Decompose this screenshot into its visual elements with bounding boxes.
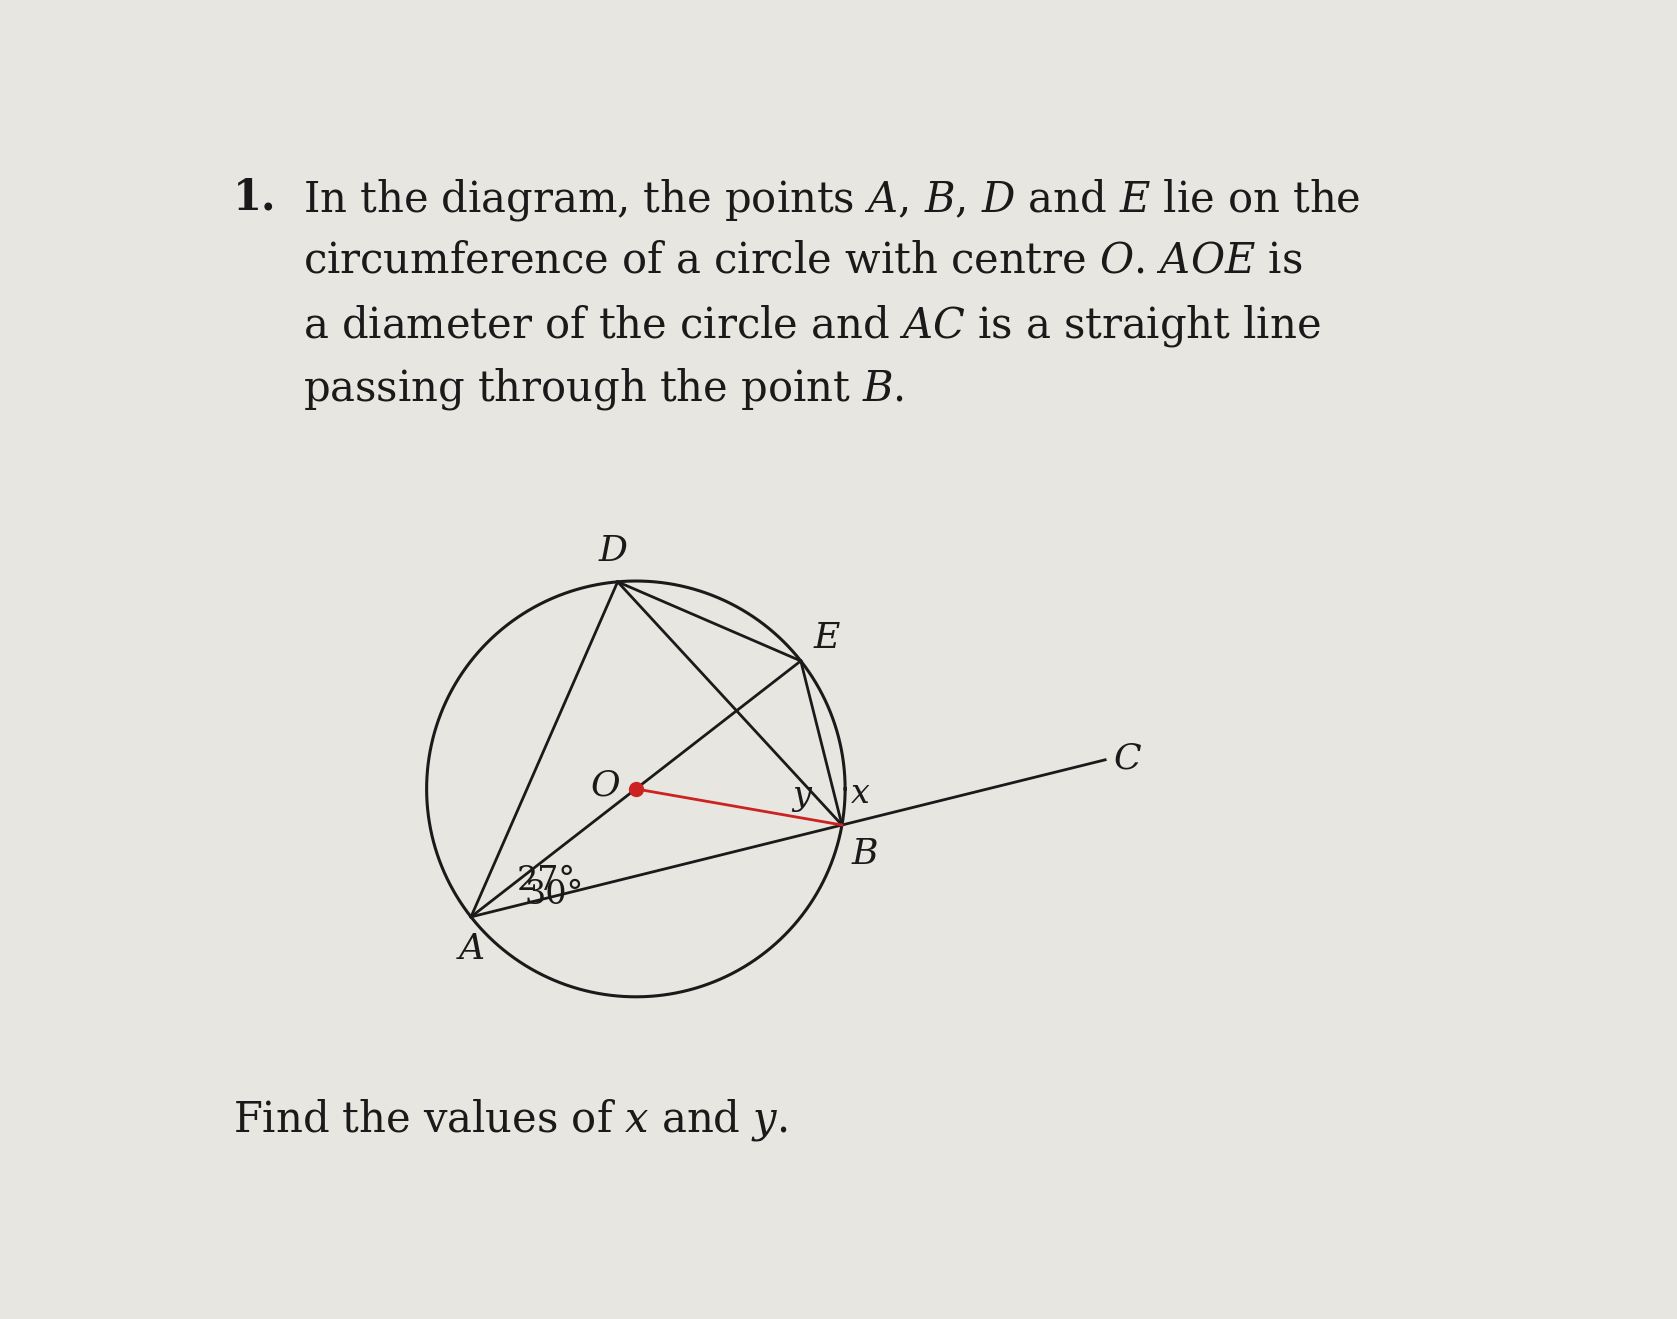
Text: In the diagram, the points $A$, $B$, $D$ and $E$ lie on the: In the diagram, the points $A$, $B$, $D$… bbox=[302, 177, 1360, 223]
Text: $B$: $B$ bbox=[852, 838, 879, 872]
Text: $D$: $D$ bbox=[599, 534, 629, 568]
Text: $E$: $E$ bbox=[813, 621, 842, 654]
Text: $x$: $x$ bbox=[850, 778, 870, 810]
Text: 30°: 30° bbox=[523, 878, 584, 911]
Text: 1.: 1. bbox=[233, 177, 277, 219]
Text: a diameter of the circle and $AC$ is a straight line: a diameter of the circle and $AC$ is a s… bbox=[302, 303, 1320, 350]
Text: passing through the point $B$.: passing through the point $B$. bbox=[302, 367, 904, 412]
Text: $C$: $C$ bbox=[1114, 741, 1142, 776]
Text: $O$: $O$ bbox=[590, 769, 620, 803]
Text: Find the values of $x$ and $y$.: Find the values of $x$ and $y$. bbox=[233, 1097, 788, 1144]
Text: $y$: $y$ bbox=[792, 782, 813, 814]
Text: circumference of a circle with centre $O$. $AOE$ is: circumference of a circle with centre $O… bbox=[302, 240, 1301, 282]
Text: 27°: 27° bbox=[517, 865, 577, 897]
Text: $A$: $A$ bbox=[456, 933, 485, 967]
